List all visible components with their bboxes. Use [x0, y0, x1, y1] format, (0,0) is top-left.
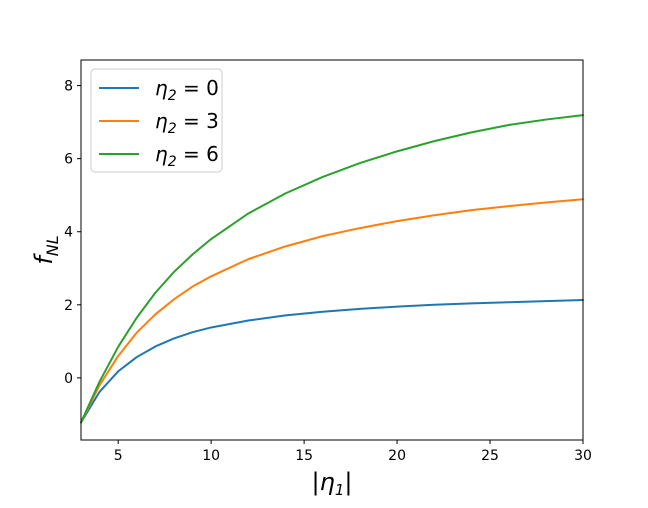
- x-tick-label: 30: [574, 448, 592, 464]
- series-lines: [80, 114, 584, 424]
- y-tick-label: 6: [64, 152, 73, 168]
- series-line-2: [80, 114, 584, 424]
- x-tick-label: 10: [202, 448, 220, 464]
- x-tick-label: 5: [114, 448, 123, 464]
- x-tick-label: 15: [295, 448, 313, 464]
- y-axis-ticks: 0 2 4 6 8: [64, 79, 81, 387]
- plot-frame: [80, 59, 584, 441]
- series-line-0: [80, 299, 584, 424]
- y-axis-label: fNL: [30, 235, 62, 264]
- x-tick-label: 20: [388, 448, 406, 464]
- y-tick-label: 2: [64, 298, 73, 314]
- legend-label-1: η2 = 3: [155, 109, 219, 137]
- legend-box: [90, 68, 223, 173]
- y-tick-label: 4: [64, 225, 73, 241]
- legend: η2 = 0 η2 = 3 η2 = 6: [90, 68, 223, 173]
- legend-label-0: η2 = 0: [155, 76, 219, 104]
- legend-label-2: η2 = 6: [155, 142, 219, 170]
- x-axis-label: |η1|: [312, 468, 353, 499]
- x-axis-ticks: 5 10 15 20 25 30: [114, 440, 592, 464]
- series-line-1: [80, 198, 584, 424]
- y-tick-label: 8: [64, 79, 73, 95]
- x-tick-label: 25: [481, 448, 499, 464]
- y-tick-label: 0: [64, 371, 73, 387]
